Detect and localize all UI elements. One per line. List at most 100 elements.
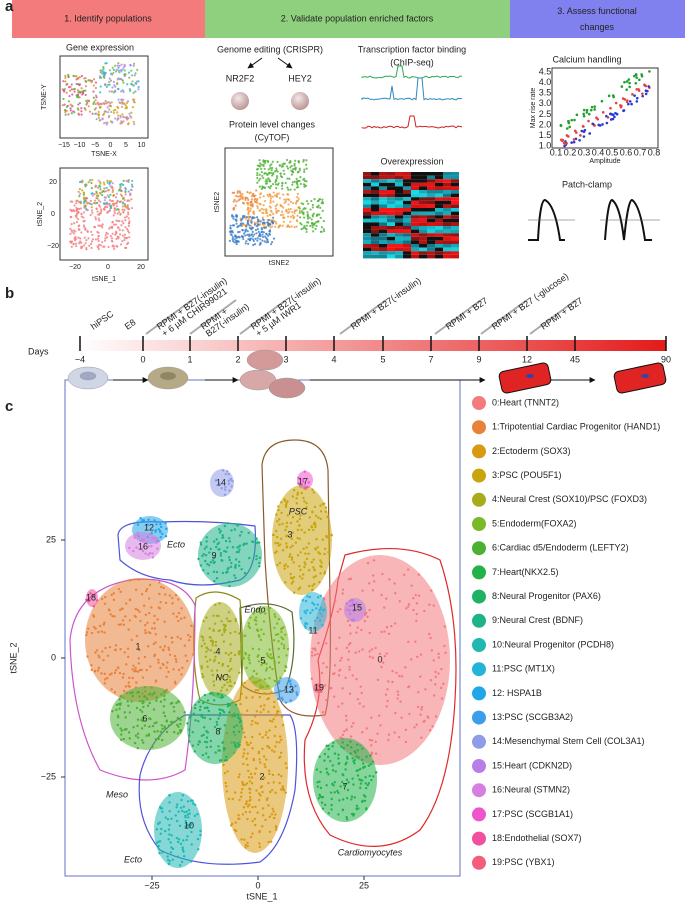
decor-dot [307, 569, 311, 572]
heat-cell [387, 193, 395, 198]
decor-dot [298, 207, 301, 210]
decor-dot [303, 561, 306, 564]
decor-dot [122, 179, 125, 182]
decor-dot [92, 96, 95, 99]
decor-dot [183, 810, 186, 814]
decor-dot [275, 222, 278, 225]
decor-dot [444, 651, 447, 654]
heat-cell [371, 193, 379, 198]
decor-dot [320, 226, 324, 229]
decor-dot [125, 105, 128, 108]
decor-dot [247, 213, 250, 216]
decor-dot [232, 208, 235, 211]
decor-dot [68, 95, 71, 98]
region-label: Meso [106, 789, 128, 799]
decor-dot [181, 666, 184, 670]
decor-dot [341, 588, 345, 591]
decor-dot [356, 697, 360, 701]
decor-dot [147, 518, 150, 521]
decor-dot [331, 745, 334, 748]
heat-cell [427, 226, 435, 230]
decor-dot [153, 653, 157, 657]
decor-dot [387, 680, 390, 683]
decor-dot [117, 623, 121, 626]
decor-dot [128, 676, 131, 680]
decor-dot [247, 531, 250, 535]
decor-dot [349, 641, 352, 645]
decor-dot [240, 235, 243, 238]
decor-dot [588, 132, 592, 135]
decor-dot [114, 64, 117, 67]
decor-dot [151, 536, 154, 540]
decor-dot [398, 674, 401, 678]
heat-cell [443, 172, 451, 176]
decor-dot [156, 618, 159, 621]
decor-dot [293, 211, 296, 215]
decor-dot [270, 169, 273, 172]
heat-cell [371, 247, 379, 252]
decor-dot [256, 722, 259, 725]
heat-cell [443, 182, 451, 187]
decor-dot [282, 193, 285, 196]
decor-dot [117, 66, 120, 69]
decor-dot [227, 620, 230, 623]
decor-dot [127, 655, 130, 659]
decor-dot [69, 240, 72, 243]
decor-dot [98, 224, 102, 227]
decor-dot [184, 814, 187, 818]
decor-dot [239, 224, 242, 227]
legend-swatch [472, 783, 486, 798]
decor-dot [86, 99, 89, 102]
decor-dot [321, 807, 325, 810]
decor-dot [282, 206, 285, 209]
decor-dot [443, 625, 447, 628]
decor-dot [211, 641, 215, 644]
heat-cell [387, 226, 395, 230]
decor-dot [242, 232, 246, 235]
decor-dot [266, 797, 269, 800]
decor-dot [72, 208, 75, 212]
heat-cell [451, 211, 459, 216]
heat-cell [451, 251, 459, 255]
decor-dot [102, 245, 105, 248]
decor-dot [115, 703, 119, 707]
decor-dot [135, 82, 138, 85]
decor-dot [255, 189, 258, 192]
decor-dot [367, 764, 371, 767]
decor-dot [83, 244, 86, 247]
decor-dot [130, 116, 133, 119]
decor-dot [147, 717, 151, 720]
decor-dot [264, 818, 267, 822]
decor-dot [128, 112, 131, 115]
heat-cell [371, 222, 379, 226]
decor-dot [91, 112, 94, 115]
decor-dot [182, 805, 186, 808]
decor-dot [337, 674, 341, 677]
decor-dot [318, 552, 322, 556]
media-label: RPMI + B27(-insulin) [249, 276, 323, 332]
decor-dot [93, 201, 96, 205]
decor-dot [289, 200, 293, 203]
decor-dot [220, 486, 223, 490]
decor-dot [99, 105, 102, 109]
cluster-label: 13 [284, 684, 294, 694]
decor-dot [272, 200, 275, 203]
decor-dot [330, 686, 333, 690]
decor-dot [118, 220, 121, 223]
decor-dot [133, 98, 136, 101]
decor-dot [311, 226, 314, 229]
decor-dot [224, 651, 228, 655]
decor-dot [212, 614, 215, 617]
decor-dot [69, 109, 72, 112]
decor-dot [276, 160, 279, 164]
decor-dot [341, 773, 344, 776]
decor-dot [234, 563, 237, 567]
decor-dot [103, 672, 107, 676]
decor-dot [348, 692, 352, 695]
decor-dot [141, 676, 145, 679]
decor-dot [226, 470, 229, 473]
decor-dot [177, 725, 180, 728]
decor-dot [181, 809, 184, 813]
decor-dot [275, 622, 279, 625]
y-tick-label: −25 [41, 771, 56, 781]
